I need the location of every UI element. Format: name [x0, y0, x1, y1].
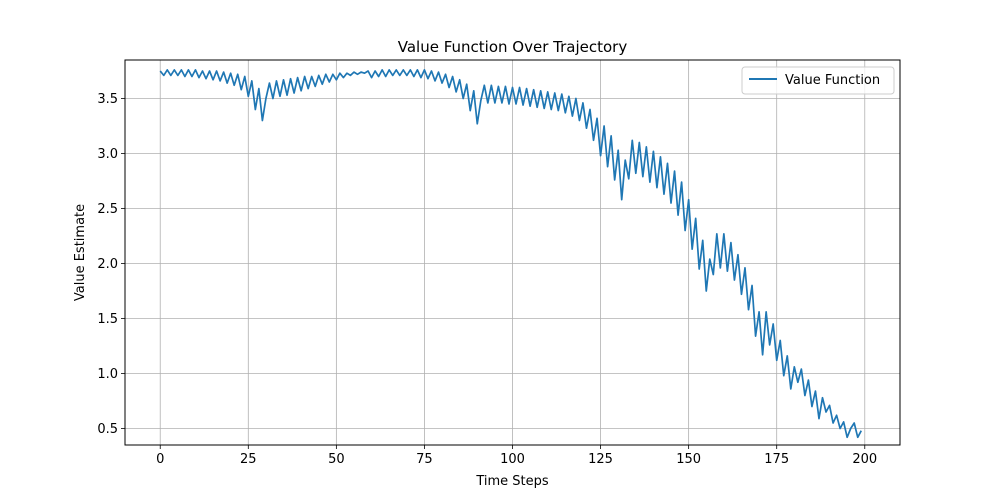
x-tick-label: 25	[240, 452, 257, 467]
legend: Value Function	[741, 66, 895, 95]
y-tick-label: 0.5	[97, 422, 118, 437]
y-tick-label: 2.5	[97, 202, 118, 217]
x-tick-label: 50	[328, 452, 345, 467]
grid-lines	[125, 60, 900, 445]
x-tick-label: 0	[156, 452, 164, 467]
x-tick-label: 75	[416, 452, 433, 467]
y-axis-label: Value Estimate	[73, 204, 88, 301]
legend-box	[741, 66, 895, 95]
y-tick-label: 3.0	[97, 147, 118, 162]
legend-label: Value Function	[785, 73, 880, 88]
x-tick-label: 200	[852, 452, 877, 467]
x-tick-label: 150	[676, 452, 701, 467]
chart-title: Value Function Over Trajectory	[398, 38, 628, 56]
series-line-value-function	[159, 69, 862, 439]
x-axis-label: Time Steps	[475, 474, 549, 489]
x-axis-ticks: 0 25 50 75 100 125 150 175 200	[156, 445, 877, 467]
x-tick-label: 175	[764, 452, 789, 467]
y-tick-label: 3.5	[97, 92, 118, 107]
series-layer	[159, 69, 862, 439]
y-tick-label: 2.0	[97, 257, 118, 272]
y-tick-label: 1.0	[97, 367, 118, 382]
x-tick-label: 100	[500, 452, 525, 467]
y-axis-ticks: 0.5 1.0 1.5 2.0 2.5 3.0 3.5	[97, 92, 125, 437]
x-tick-label: 125	[588, 452, 613, 467]
y-tick-label: 1.5	[97, 312, 118, 327]
